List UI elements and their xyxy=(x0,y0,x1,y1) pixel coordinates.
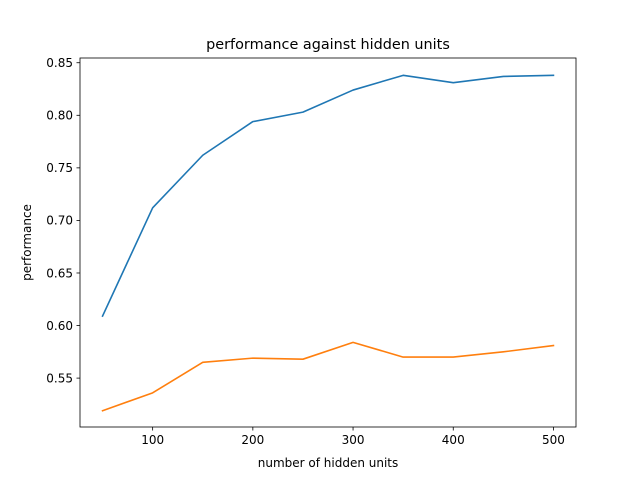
x-axis-label: number of hidden units xyxy=(258,456,399,470)
series-1-line xyxy=(101,74,555,318)
x-tick-label: 500 xyxy=(542,433,565,447)
y-tick-label: 0.65 xyxy=(46,266,73,280)
x-tick-label: 300 xyxy=(342,433,365,447)
x-axis: 100 200 300 400 500 xyxy=(141,427,565,447)
x-tick-label: 200 xyxy=(241,433,264,447)
y-tick-label: 0.85 xyxy=(46,56,73,70)
x-tick-label: 400 xyxy=(442,433,465,447)
chart-title: performance against hidden units xyxy=(206,37,450,53)
y-tick-label: 0.80 xyxy=(46,109,73,123)
y-tick-label: 0.55 xyxy=(46,371,73,385)
y-axis: 0.55 0.60 0.65 0.70 0.75 0.80 0.85 xyxy=(46,56,80,385)
plot-area xyxy=(79,57,577,428)
series-layer xyxy=(101,74,555,412)
y-axis-label: performance xyxy=(20,204,34,281)
y-tick-label: 0.75 xyxy=(46,161,73,175)
x-tick-label: 100 xyxy=(141,433,164,447)
y-tick-label: 0.70 xyxy=(46,214,73,228)
y-tick-label: 0.60 xyxy=(46,319,73,333)
axes-frame xyxy=(79,57,577,428)
series-2-line xyxy=(101,341,555,412)
